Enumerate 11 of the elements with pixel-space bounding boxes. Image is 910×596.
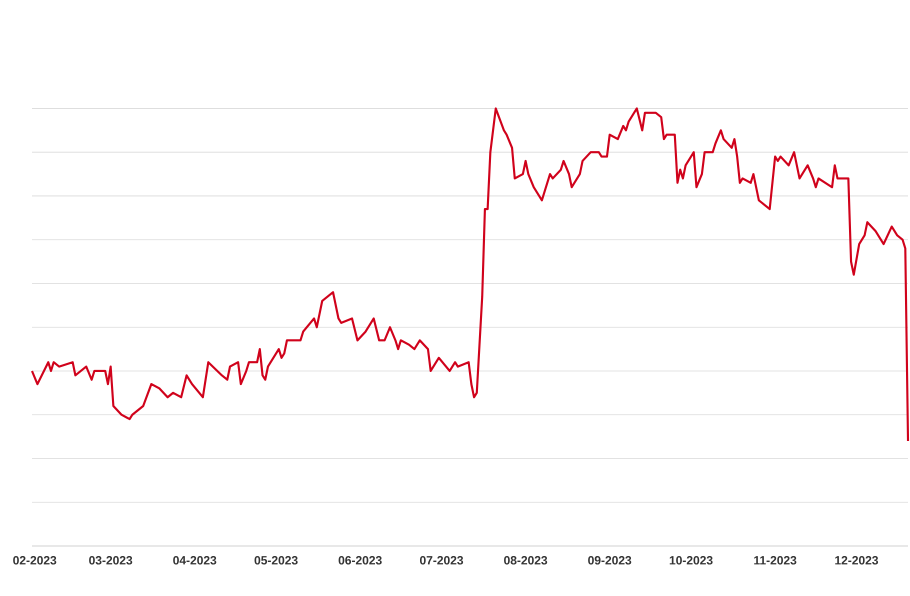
x-tick-label: 02-2023 (13, 556, 56, 565)
x-tick-label: 07-2023 (420, 556, 464, 565)
x-tick-label: 11-2023 (754, 556, 796, 565)
x-tick-label: 10-2023 (670, 556, 713, 565)
x-tick-label: 05-2023 (254, 556, 298, 565)
x-tick-label: 09-2023 (588, 556, 632, 565)
x-tick-label: 04-2023 (173, 556, 216, 565)
x-tick-label: 06-2023 (338, 556, 382, 565)
x-tick-label: 12-2023 (835, 556, 878, 565)
x-tick-label: 08-2023 (504, 556, 548, 565)
x-tick-label: 03-2023 (89, 556, 132, 565)
